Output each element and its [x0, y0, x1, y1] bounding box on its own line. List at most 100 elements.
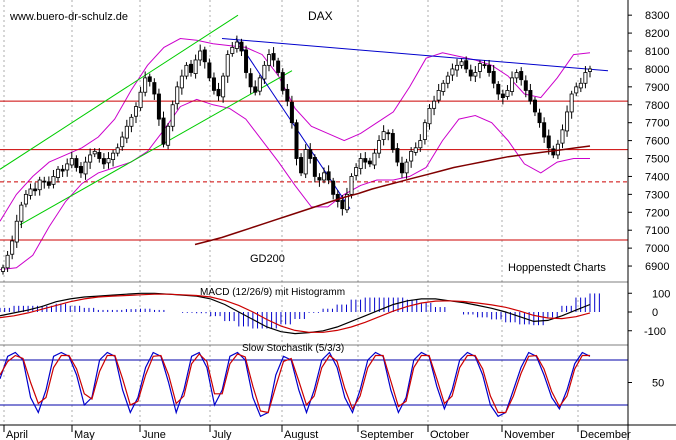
candle-up — [432, 100, 437, 109]
candle-down — [491, 71, 496, 84]
candle-down — [326, 171, 331, 181]
price-tick-label: 7800 — [645, 100, 669, 112]
candle-down — [189, 63, 194, 73]
candle-up — [115, 147, 120, 154]
candle-down — [276, 60, 281, 73]
candle-down — [97, 152, 102, 159]
candle-down — [253, 86, 258, 93]
candle-down — [496, 83, 501, 95]
candle-up — [354, 167, 359, 176]
macd-line — [0, 292, 591, 335]
candle-down — [33, 188, 38, 192]
price-tick-label: 6900 — [645, 261, 669, 273]
candle-up — [560, 129, 565, 144]
candle-up — [569, 93, 574, 113]
candle-up — [377, 140, 382, 154]
price-tick-label: 7300 — [645, 189, 669, 201]
price-tick-label: 7500 — [645, 154, 669, 166]
candle-up — [450, 68, 455, 76]
candle-up — [65, 163, 70, 171]
month-label: August — [284, 429, 318, 440]
candle-up — [23, 193, 28, 205]
candle-down — [216, 88, 221, 97]
candle-up — [138, 91, 143, 109]
price-tick-label: 8300 — [645, 10, 669, 22]
candle-up — [193, 59, 198, 74]
bollinger-bands — [0, 37, 591, 271]
month-label: September — [360, 429, 414, 440]
candle-up — [166, 125, 171, 146]
candle-up — [69, 158, 74, 166]
candle-up — [133, 106, 138, 117]
month-label: November — [504, 429, 555, 440]
month-label: April — [6, 429, 28, 440]
stoch-tick-label: 50 — [652, 378, 664, 390]
price-tick-label: 8100 — [645, 46, 669, 58]
candle-up — [221, 75, 226, 98]
candle-up — [477, 63, 482, 72]
candle-up — [510, 77, 515, 92]
candle-down — [464, 60, 469, 70]
candle-down — [156, 93, 161, 120]
candle-up — [583, 72, 588, 84]
chart-title: DAX — [308, 9, 333, 23]
candle-down — [211, 77, 216, 91]
watermark: www.buero-dr-schulz.de — [9, 11, 128, 23]
price-tick-label: 7200 — [645, 207, 669, 219]
candle-down — [542, 122, 547, 138]
candle-down — [317, 177, 322, 181]
candle-up — [349, 176, 354, 195]
macd-signal-line — [0, 293, 591, 333]
candle-up — [505, 90, 510, 97]
price-tick-label: 7600 — [645, 136, 669, 148]
trend-lines — [0, 14, 609, 226]
candle-up — [372, 152, 377, 166]
price-tick-label: 7900 — [645, 82, 669, 94]
candle-up — [143, 77, 148, 93]
stoch-d-line — [0, 353, 590, 414]
candle-up — [129, 116, 134, 127]
candle-down — [519, 71, 524, 81]
labels: www.buero-dr-schulz.de DAX GD200 Hoppens… — [9, 9, 606, 354]
month-label: May — [74, 429, 95, 440]
gd200-label: GD200 — [250, 253, 285, 265]
candles — [0, 35, 593, 275]
price-tick-label: 7000 — [645, 243, 669, 255]
candle-up — [56, 168, 61, 178]
candle-down — [101, 158, 106, 165]
candle-down — [239, 41, 244, 52]
uptrend-channel-lower — [19, 70, 293, 226]
candle-down — [340, 200, 345, 210]
bollinger-lower — [0, 98, 590, 271]
candle-down — [78, 166, 83, 174]
macd-tick-label: 100 — [652, 288, 670, 300]
candle-up — [19, 204, 24, 222]
candle-up — [124, 125, 129, 139]
candle-up — [574, 86, 579, 94]
candle-up — [225, 54, 230, 77]
candle-up — [427, 107, 432, 125]
candle-up — [418, 140, 423, 149]
candle-up — [184, 64, 189, 77]
candle-up — [230, 47, 235, 54]
candle-down — [528, 90, 533, 102]
candle-down — [60, 168, 65, 172]
candle-up — [436, 90, 441, 101]
candle-down — [546, 135, 551, 149]
candle-down — [312, 157, 317, 177]
candle-down — [335, 193, 340, 202]
candle-down — [207, 62, 212, 79]
candle-down — [482, 64, 487, 67]
candle-up — [37, 179, 42, 191]
macd-tick-label: -100 — [644, 326, 666, 338]
candle-down — [500, 93, 505, 98]
gd200-path — [194, 145, 591, 246]
candle-down — [532, 99, 537, 113]
month-label: October — [430, 429, 469, 440]
candle-down — [152, 82, 157, 95]
gd200-line — [194, 145, 591, 246]
candle-up — [455, 64, 460, 71]
candle-down — [46, 181, 51, 186]
candle-up — [111, 152, 116, 160]
